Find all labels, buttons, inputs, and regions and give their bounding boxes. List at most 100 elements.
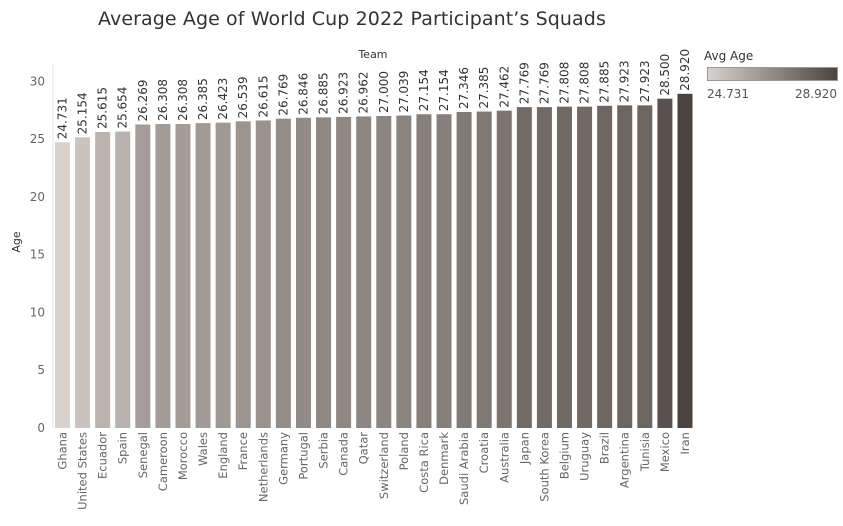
x-category-label: Mexico [658,432,672,472]
bar [577,106,593,428]
bar [597,105,613,429]
bar [155,123,171,428]
x-category-label: Ecuador [96,432,110,479]
x-category-label: Ghana [56,432,70,470]
bar-value-label: 27.154 [417,69,431,111]
bar-value-label: 26.539 [236,76,250,118]
x-category-label: Australia [497,432,511,483]
x-category-label: France [236,432,250,470]
x-category-label: Poland [397,432,411,470]
bar [356,116,372,428]
x-category-label: England [216,432,230,479]
x-category-label: Netherlands [256,432,270,502]
x-category-label: Switzerland [377,432,391,499]
y-tick-label: 15 [30,248,45,262]
x-category-label: Cameroon [156,432,170,491]
bar-value-label: 26.769 [276,74,290,116]
bar-value-label: 27.769 [517,62,531,104]
bar [115,131,131,428]
bar [436,114,452,428]
bar [55,142,70,429]
bar-value-label: 27.885 [598,61,612,103]
bar-value-label: 27.039 [397,71,411,113]
x-category-label: Argentina [618,432,632,488]
bar [516,107,532,429]
bar-value-label: 25.154 [76,92,90,134]
bar-value-label: 26.962 [357,71,371,113]
bar [75,137,91,429]
bar-value-label: 27.808 [578,62,592,104]
bar [476,111,492,428]
bar [376,116,392,428]
bar-value-label: 27.346 [457,67,471,109]
bar-value-label: 27.000 [377,71,391,113]
bar-value-label: 27.385 [477,67,491,109]
bar-value-label: 26.885 [317,72,331,114]
bar [235,121,251,428]
chart-title: Average Age of World Cup 2022 Participan… [98,8,606,30]
x-category-label: Uruguay [578,432,592,481]
bar-value-label: 26.846 [296,73,310,115]
bar [295,117,311,429]
x-category-label: Canada [337,432,351,476]
bar [637,105,653,428]
bar [416,114,432,428]
x-category-label: Germany [276,432,290,485]
bar [336,116,352,429]
bar-value-label: 26.923 [337,72,351,114]
bar [677,93,693,429]
x-category-label: Tunisia [638,432,652,472]
y-tick-label: 0 [37,421,45,435]
bar [617,105,633,428]
legend-max-label: 28.920 [795,87,837,101]
bar [316,117,332,428]
bar-value-label: 24.731 [56,97,70,139]
bar-value-label: 26.423 [216,78,230,120]
bar-value-label: 27.808 [558,62,572,104]
bar [536,107,552,429]
x-category-label: Serbia [317,432,331,469]
x-category-label: Senegal [136,432,150,478]
column-header: Team [357,48,387,61]
x-category-label: Portugal [296,432,310,480]
bar-value-label: 28.920 [678,49,692,91]
x-category-label: Belgium [558,432,572,479]
x-category-label: Costa Rica [417,432,431,493]
x-category-label: Croatia [477,432,491,473]
bar [275,118,291,428]
bar [255,120,271,429]
bar-value-label: 27.923 [638,60,652,102]
x-category-label: South Korea [537,432,551,502]
y-tick-label: 25 [30,132,45,146]
bar-value-label: 26.385 [196,78,210,120]
x-category-label: Japan [517,432,531,465]
bar [557,106,572,428]
y-tick-label: 30 [30,74,45,88]
bar [396,115,412,429]
bar-value-label: 28.500 [658,54,672,96]
x-category-label: Brazil [598,432,612,464]
legend-min-label: 24.731 [707,87,749,101]
y-tick-label: 20 [30,190,45,204]
bar-value-label: 25.654 [116,87,130,129]
legend-color-ramp [707,67,838,81]
bar-value-label: 26.269 [136,79,150,121]
bar-value-label: 27.462 [497,66,511,108]
bar [215,122,231,429]
bar [95,132,111,428]
bar-value-label: 25.615 [96,87,110,129]
bar [657,98,673,429]
bar-value-label: 26.308 [176,79,190,121]
x-category-label: Saudi Arabia [457,432,471,505]
x-category-label: Wales [196,432,210,466]
x-category-label: Spain [116,432,130,464]
x-category-label: United States [76,432,90,510]
y-tick-label: 5 [37,363,45,377]
legend-title: Avg Age [704,49,754,63]
bar [496,110,512,429]
bar-value-label: 26.615 [256,75,270,117]
bar [135,124,151,428]
bar-value-label: 27.923 [618,60,632,102]
bar [456,112,472,429]
